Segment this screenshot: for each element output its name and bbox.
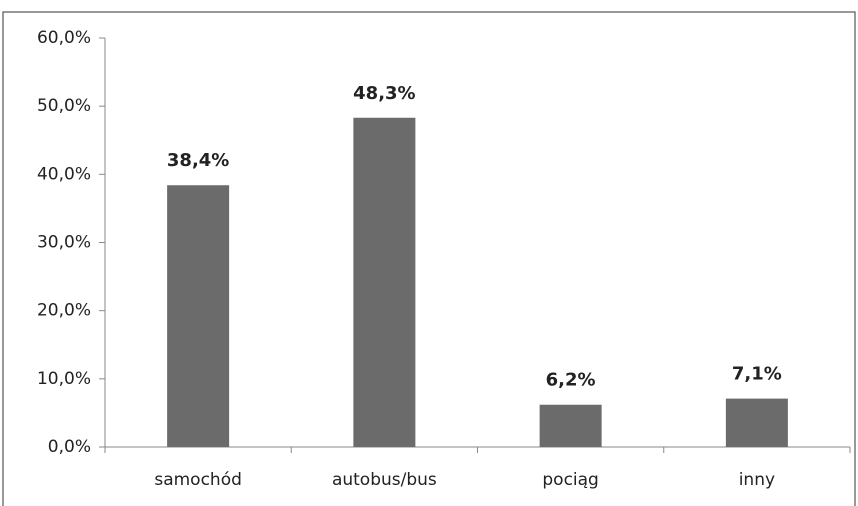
value-label: 7,1% xyxy=(732,364,782,385)
x-tick-label: samochód xyxy=(154,470,242,490)
value-label: 6,2% xyxy=(546,370,596,391)
y-tick-label: 60,0% xyxy=(37,28,91,48)
y-tick-label: 50,0% xyxy=(37,96,91,116)
bar xyxy=(725,398,788,447)
bar xyxy=(353,117,416,447)
chart-frame xyxy=(2,11,856,506)
bar xyxy=(539,404,602,447)
x-tick-label: autobus/bus xyxy=(332,470,437,490)
y-tick-label: 40,0% xyxy=(37,164,91,184)
y-tick-label: 0,0% xyxy=(48,437,91,457)
y-tick-label: 10,0% xyxy=(37,369,91,389)
y-tick-label: 30,0% xyxy=(37,233,91,253)
value-label: 48,3% xyxy=(353,83,415,104)
x-tick-label: pociąg xyxy=(542,470,598,490)
y-tick-label: 20,0% xyxy=(37,301,91,321)
value-label: 38,4% xyxy=(167,150,229,171)
bar xyxy=(167,185,230,448)
x-tick-label: inny xyxy=(739,470,775,490)
